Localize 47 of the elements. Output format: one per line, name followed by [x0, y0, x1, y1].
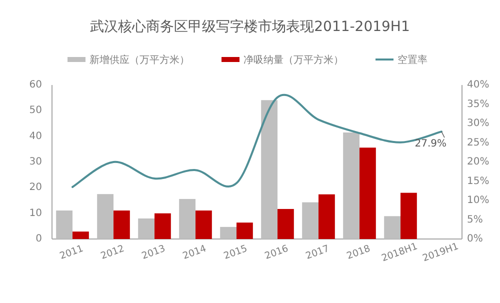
y2-tick-label: 30%	[467, 118, 490, 129]
y-tick-label: 30	[29, 156, 42, 168]
chart-title: 武汉核心商务区甲级写字楼市场表现2011-2019H1	[90, 19, 410, 35]
bar	[220, 226, 236, 239]
bar	[179, 198, 196, 239]
bar	[72, 232, 89, 239]
bar	[56, 210, 72, 239]
x-tick-label: 2018	[345, 243, 372, 262]
bar	[154, 213, 171, 239]
x-tick-label: 2017	[304, 243, 331, 262]
bar	[318, 194, 335, 239]
y-tick-label: 20	[29, 182, 42, 194]
bar	[278, 208, 294, 239]
x-tick-label: 2012	[99, 243, 126, 262]
y2-tick-label: 5%	[467, 214, 483, 226]
y2-tick-label: 40%	[467, 80, 490, 90]
y-tick-label: 60	[29, 80, 42, 90]
y2-tick-label: 0%	[467, 234, 483, 244]
bar	[343, 132, 360, 239]
x-tick-label: 2011	[58, 243, 85, 262]
y2-tick-label: 25%	[467, 137, 490, 148]
x-tick-label: 2013	[140, 243, 167, 262]
x-tick-label: 2016	[263, 243, 290, 262]
bar	[138, 218, 154, 239]
x-tick-label: 2015	[222, 243, 249, 262]
y-tick-label: 0	[36, 234, 42, 244]
y2-tick-label: 35%	[467, 98, 490, 110]
y2-tick-label: 15%	[467, 176, 490, 187]
annotation: 27.9%	[414, 138, 446, 150]
bar	[360, 148, 376, 239]
y-tick-label: 50	[29, 105, 42, 116]
y2-tick-label: 20%	[467, 156, 490, 168]
bar	[196, 210, 212, 239]
bar	[302, 202, 318, 239]
legend-label: 净吸纳量（万平方米）	[244, 54, 344, 66]
bar	[236, 222, 253, 239]
bar	[384, 216, 400, 239]
legend-label: 空置率	[398, 54, 428, 66]
bar	[97, 194, 114, 239]
bar	[261, 100, 278, 239]
y-tick-label: 10	[29, 208, 42, 219]
x-tick-label: 2014	[181, 243, 208, 262]
y-tick-label: 40	[29, 130, 42, 142]
legend-label: 新增供应（万平方米）	[90, 54, 190, 66]
bar	[114, 210, 130, 239]
bar	[400, 192, 417, 239]
y2-tick-label: 10%	[467, 195, 490, 206]
